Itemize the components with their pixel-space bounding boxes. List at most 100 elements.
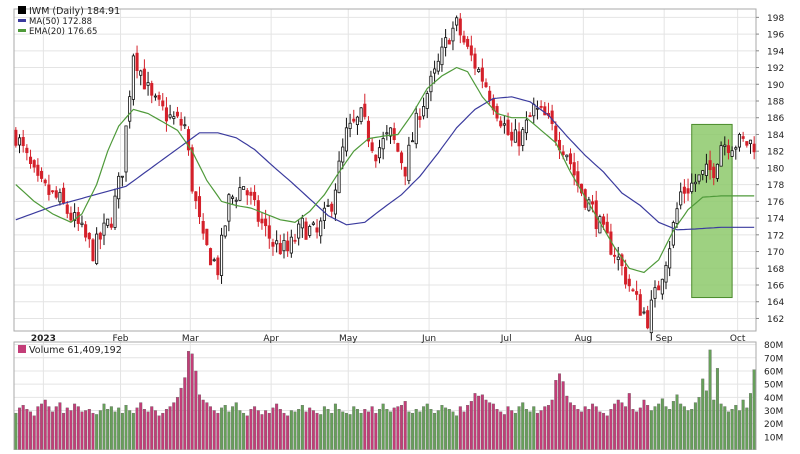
volume-bar <box>319 414 323 451</box>
volume-bar <box>385 409 389 451</box>
volume-bar <box>591 403 595 451</box>
price-tick-label: 188 <box>767 98 784 108</box>
candle-body <box>128 96 132 122</box>
candle-body <box>550 110 554 124</box>
volume-bar <box>433 412 437 451</box>
candle-body <box>422 106 426 117</box>
volume-bar <box>73 403 77 451</box>
candle-body <box>414 112 418 145</box>
price-legend: IWM (Daily) 184.91 MA(50) 172.88 EMA(20)… <box>18 6 120 37</box>
candle-body <box>264 218 268 227</box>
volume-bar <box>635 411 639 451</box>
candle-body <box>227 194 231 222</box>
volume-bar <box>308 407 312 451</box>
volume-bar <box>179 387 183 451</box>
volume-bar <box>558 373 561 451</box>
candle-body <box>164 107 168 122</box>
volume-bar <box>543 406 547 451</box>
volume-bar <box>638 407 642 451</box>
candle-body <box>278 242 282 255</box>
candle-body <box>624 266 628 285</box>
volume-bar <box>649 410 653 451</box>
candle-body <box>124 125 128 173</box>
volume-bar <box>153 410 157 451</box>
x-tick-label: May <box>339 334 358 344</box>
candle-body <box>51 190 55 193</box>
volume-bar <box>355 409 359 451</box>
candle-body <box>194 191 198 202</box>
candle-body <box>532 103 536 117</box>
volume-bar <box>150 406 154 451</box>
volume-bar <box>576 409 580 451</box>
candle-body <box>286 240 290 252</box>
volume-bar <box>300 405 304 451</box>
volume-bar <box>344 412 348 451</box>
volume-bar <box>422 406 426 451</box>
volume-bar <box>40 403 44 451</box>
volume-bar <box>440 405 444 451</box>
candle-body <box>381 138 385 150</box>
volume-bar <box>187 351 190 451</box>
volume-bar <box>106 409 110 451</box>
candle-body <box>635 291 639 295</box>
candle-body <box>668 248 672 269</box>
candle-body <box>392 128 396 141</box>
candle-body <box>271 242 275 247</box>
candle-body <box>14 129 18 146</box>
volume-bar <box>381 403 385 451</box>
price-tick-label: 192 <box>767 64 784 74</box>
volume-bar <box>267 412 271 451</box>
candle-body <box>591 201 595 205</box>
candle-body <box>675 208 679 224</box>
volume-bar <box>223 405 227 451</box>
volume-bar <box>172 402 176 451</box>
volume-bar <box>370 406 374 451</box>
volume-bar <box>131 412 135 451</box>
highlight-box <box>691 123 733 299</box>
price-tick-label: 170 <box>767 248 784 258</box>
volume-bar <box>392 407 396 451</box>
candle-body <box>627 278 631 287</box>
volume-bar <box>447 409 451 451</box>
volume-bar <box>664 406 668 451</box>
volume-bar <box>102 403 106 451</box>
volume-swatch <box>18 345 26 353</box>
candle-body <box>466 38 470 47</box>
candle-body <box>708 160 712 171</box>
volume-bar <box>62 412 66 451</box>
candle-body <box>157 95 161 100</box>
candle-body <box>657 285 661 291</box>
volume-bar <box>730 409 734 451</box>
candle-body <box>646 310 650 329</box>
x-axis: 2023FebMarAprMayJunJulAugSepOctNovDec <box>31 334 746 344</box>
candle-body <box>120 175 124 178</box>
candle-body <box>293 239 297 242</box>
candle-body <box>260 218 264 224</box>
volume-bar <box>609 409 613 451</box>
x-tick-label: 2023 <box>31 334 56 344</box>
candle-body <box>242 186 246 190</box>
candle-body <box>175 111 179 117</box>
candle-body <box>502 123 506 126</box>
volume-bar <box>366 411 370 451</box>
candle-body <box>616 256 620 261</box>
candle-body <box>297 223 301 239</box>
candle-body <box>697 174 701 182</box>
candle-body <box>488 90 492 101</box>
volume-label: Volume 61,409,192 <box>29 345 122 356</box>
candle-body <box>80 222 84 225</box>
candle-body <box>223 225 227 237</box>
volume-bar <box>491 403 495 451</box>
candle-body <box>539 105 543 108</box>
candle-body <box>253 191 257 201</box>
candle-body <box>205 228 209 245</box>
volume-bar <box>462 411 466 451</box>
volume-bar <box>679 403 683 451</box>
ma50-line <box>15 96 755 231</box>
volume-bar <box>546 405 550 451</box>
candle-body <box>304 221 308 240</box>
candle-body <box>719 145 723 167</box>
volume-bar <box>444 407 448 451</box>
candle-body <box>179 118 183 126</box>
